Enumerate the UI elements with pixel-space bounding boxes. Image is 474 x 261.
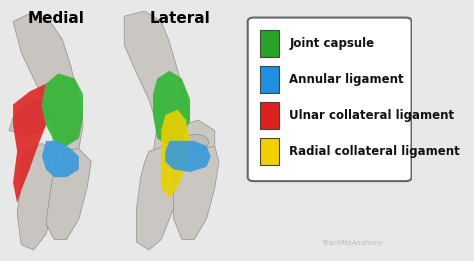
Text: Ulnar collateral ligament: Ulnar collateral ligament — [289, 109, 455, 122]
FancyBboxPatch shape — [261, 66, 279, 93]
Polygon shape — [137, 146, 182, 250]
Text: Medial: Medial — [28, 11, 85, 26]
Polygon shape — [42, 73, 83, 146]
Polygon shape — [173, 146, 219, 240]
Polygon shape — [178, 120, 215, 156]
Polygon shape — [161, 110, 190, 198]
Polygon shape — [153, 71, 190, 146]
Text: TeachMeAnatomy: TeachMeAnatomy — [322, 240, 383, 246]
Text: Radial collateral ligament: Radial collateral ligament — [289, 145, 460, 157]
Text: Joint capsule: Joint capsule — [289, 37, 374, 50]
Polygon shape — [13, 14, 83, 167]
FancyBboxPatch shape — [261, 30, 279, 57]
Polygon shape — [124, 11, 190, 162]
Polygon shape — [13, 84, 46, 203]
FancyBboxPatch shape — [261, 138, 279, 164]
Polygon shape — [42, 141, 79, 177]
Polygon shape — [46, 149, 91, 240]
FancyBboxPatch shape — [261, 102, 279, 129]
FancyBboxPatch shape — [248, 17, 411, 181]
Text: Lateral: Lateral — [149, 11, 210, 26]
Circle shape — [184, 134, 209, 150]
Polygon shape — [165, 141, 210, 172]
Polygon shape — [17, 144, 63, 250]
Text: Annular ligament: Annular ligament — [289, 73, 404, 86]
Polygon shape — [9, 99, 50, 136]
